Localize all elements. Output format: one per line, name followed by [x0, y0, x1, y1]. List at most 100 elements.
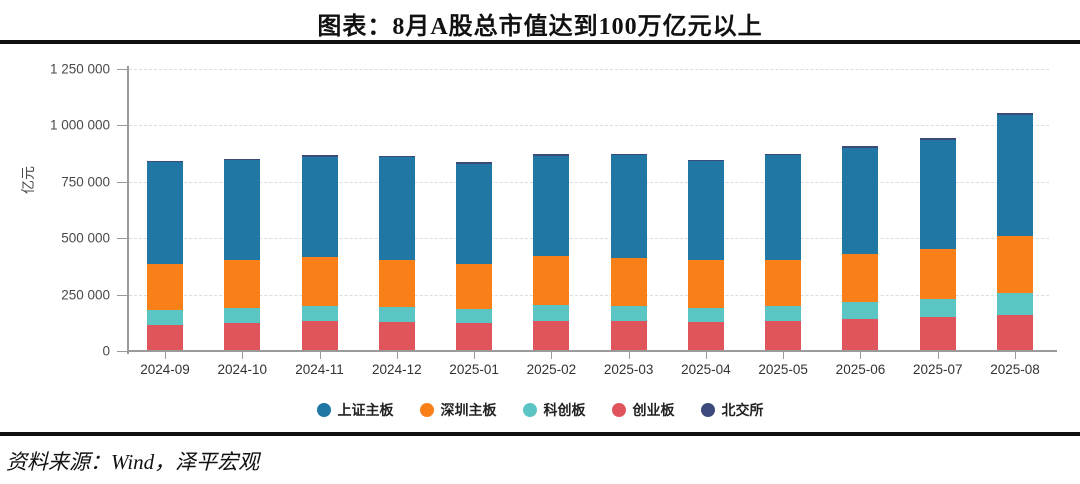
bar-segment[interactable] [997, 292, 1033, 315]
legend-item[interactable]: 科创板 [522, 400, 586, 420]
bar-segment[interactable] [765, 321, 802, 351]
bar-segment[interactable] [224, 160, 261, 261]
bar-segment[interactable] [919, 249, 956, 299]
legend-label: 北交所 [721, 402, 764, 418]
bar-segment[interactable] [610, 257, 647, 307]
y-axis-tick-label: 250 000 [61, 287, 110, 303]
bar-column[interactable] [301, 44, 338, 351]
gridline [129, 238, 1049, 240]
bar-segment[interactable] [842, 301, 879, 319]
bar-column[interactable] [919, 44, 956, 351]
bar-segment[interactable] [224, 159, 261, 161]
legend-swatch-icon [316, 403, 331, 417]
bar-segment[interactable] [456, 309, 493, 324]
bar-segment[interactable] [533, 154, 570, 156]
bar-segment[interactable] [687, 260, 724, 308]
bar-segment[interactable] [687, 161, 724, 261]
bar-segment[interactable] [378, 157, 415, 260]
x-axis-line [127, 350, 1057, 352]
legend-label: 深圳主板 [440, 402, 497, 418]
x-axis-tick [242, 352, 244, 359]
bar-segment[interactable] [919, 139, 956, 250]
legend-swatch-icon [419, 403, 434, 417]
bar-column[interactable] [765, 44, 802, 351]
bar-segment[interactable] [842, 253, 879, 302]
legend-item[interactable]: 上证主板 [316, 400, 394, 420]
legend-item[interactable]: 北交所 [700, 400, 764, 420]
y-axis-tick [117, 351, 129, 352]
bar-segment[interactable] [147, 161, 183, 264]
bar-segment[interactable] [687, 321, 724, 351]
bar-segment[interactable] [919, 137, 956, 140]
bar-segment[interactable] [533, 155, 570, 257]
bar-segment[interactable] [765, 306, 802, 322]
bar-column[interactable] [687, 44, 724, 351]
bar-column[interactable] [842, 44, 879, 351]
chart-legend: 上证主板 深圳主板 科创板 创业板 北交所 [0, 400, 1080, 420]
bar-segment[interactable] [842, 318, 879, 351]
legend-label: 上证主板 [337, 402, 394, 418]
bar-segment[interactable] [765, 155, 802, 261]
bar-column[interactable] [610, 44, 647, 351]
bar-segment[interactable] [610, 321, 647, 351]
bar-segment[interactable] [687, 160, 724, 162]
bar-segment[interactable] [378, 156, 415, 158]
bar-segment[interactable] [997, 113, 1033, 116]
legend-item[interactable]: 深圳主板 [419, 400, 497, 420]
bar-segment[interactable] [378, 321, 415, 351]
bar-segment[interactable] [456, 323, 493, 351]
bar-segment[interactable] [456, 163, 493, 264]
bar-segment[interactable] [224, 308, 261, 323]
bar-segment[interactable] [301, 156, 338, 258]
bar-segment[interactable] [301, 257, 338, 306]
y-axis-line [127, 66, 129, 354]
bar-segment[interactable] [919, 298, 956, 317]
bar-column[interactable] [224, 44, 261, 351]
x-axis-tick-label: 2025-08 [990, 362, 1040, 377]
x-axis-tick [628, 352, 630, 359]
bar-segment[interactable] [378, 259, 415, 308]
bar-column[interactable] [456, 44, 493, 351]
y-axis-tick-label: 1 250 000 [49, 61, 110, 77]
title-divider [0, 40, 1080, 44]
bar-segment[interactable] [842, 147, 879, 254]
bar-segment[interactable] [919, 316, 956, 351]
bar-segment[interactable] [378, 307, 415, 322]
bar-segment[interactable] [224, 260, 261, 309]
x-axis-tick-label: 2025-01 [449, 362, 499, 377]
bar-segment[interactable] [533, 304, 570, 321]
bar-segment[interactable] [610, 155, 647, 258]
bar-segment[interactable] [224, 322, 261, 351]
gridline [129, 294, 1049, 296]
bar-segment[interactable] [147, 309, 183, 325]
bar-segment[interactable] [765, 154, 802, 156]
bar-column[interactable] [533, 44, 570, 351]
bar-column[interactable] [147, 44, 183, 351]
bar-segment[interactable] [610, 153, 647, 156]
bar-segment[interactable] [301, 305, 338, 321]
bar-segment[interactable] [533, 256, 570, 305]
bar-column[interactable] [378, 44, 415, 351]
gridline [129, 69, 1049, 70]
bar-segment[interactable] [997, 115, 1033, 237]
bar-segment[interactable] [765, 260, 802, 307]
bar-segment[interactable] [147, 160, 183, 162]
bar-column[interactable] [997, 44, 1033, 351]
bar-segment[interactable] [997, 314, 1033, 351]
bar-segment[interactable] [147, 324, 183, 351]
bar-segment[interactable] [687, 307, 724, 322]
bar-segment[interactable] [842, 146, 879, 148]
bar-segment[interactable] [301, 320, 338, 351]
bar-segment[interactable] [456, 162, 493, 164]
bar-segment[interactable] [610, 306, 647, 322]
bar-segment[interactable] [533, 320, 570, 351]
x-axis-tick-label: 2025-07 [912, 362, 963, 377]
bar-segment[interactable] [147, 263, 183, 310]
y-axis-tick-label: 1 000 000 [49, 117, 110, 133]
x-axis-tick [937, 352, 939, 359]
x-axis-tick-label: 2024-09 [140, 362, 190, 377]
bar-segment[interactable] [456, 263, 493, 310]
bar-segment[interactable] [301, 155, 338, 157]
bar-segment[interactable] [997, 236, 1033, 293]
legend-item[interactable]: 创业板 [611, 400, 675, 420]
